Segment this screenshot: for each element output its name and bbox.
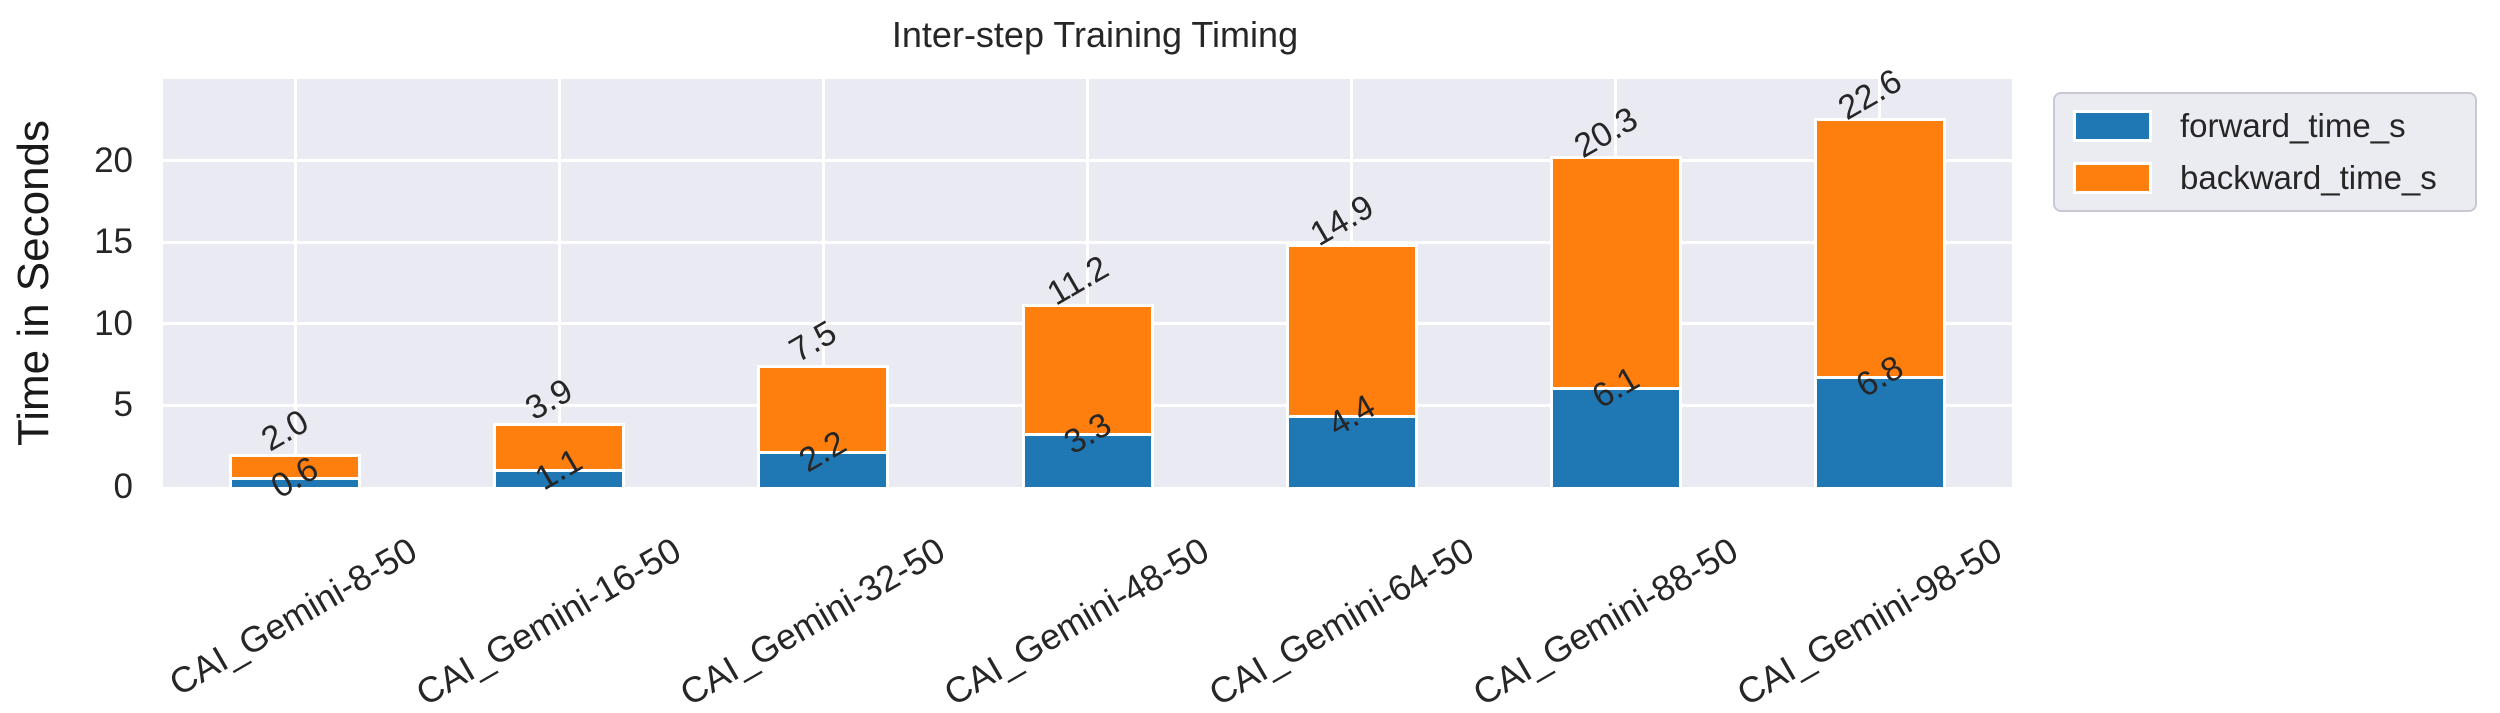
bar-backward-segment [757, 364, 890, 452]
legend-label-backward: backward_time_s [2180, 159, 2437, 196]
gridline-x-2 [821, 79, 825, 487]
x-tick-label-1: CAI_Gemini-16-50 [409, 529, 688, 713]
gridline-x-0 [293, 79, 297, 487]
bar-backward-segment [493, 423, 626, 470]
x-tick-label-4: CAI_Gemini-64-50 [1201, 529, 1481, 713]
bar-backward-segment [1021, 304, 1154, 434]
y-tick-label-15: 15 [94, 222, 133, 262]
chart-title: Inter-step Training Timing [891, 14, 1299, 55]
legend-item-forward: forward_time_s [2073, 107, 2457, 145]
y-tick-label-10: 10 [94, 303, 133, 343]
bar-backward-segment [1813, 118, 1946, 377]
y-tick-label-20: 20 [94, 140, 133, 180]
y-tick-label-5: 5 [113, 385, 133, 425]
bar-backward-segment [1285, 243, 1418, 416]
legend-swatch-forward [2073, 110, 2152, 142]
gridline-x-3 [1086, 79, 1089, 487]
legend: forward_time_s backward_time_s [2053, 92, 2477, 212]
x-tick-label-5: CAI_Gemini-88-50 [1465, 529, 1745, 713]
x-tick-label-2: CAI_Gemini-32-50 [673, 529, 952, 713]
bar-forward-segment [1021, 433, 1154, 487]
legend-swatch-backward [2073, 162, 2152, 194]
bar-forward-segment [757, 451, 890, 487]
legend-item-backward: backward_time_s [2073, 159, 2457, 197]
y-tick-label-0: 0 [113, 467, 133, 506]
x-tick-label-6: CAI_Gemini-98-50 [1729, 529, 2009, 713]
bar-forward-segment [229, 477, 362, 487]
bar-forward-segment [1549, 387, 1682, 487]
bar-forward-segment [1285, 415, 1418, 487]
gridline-x-1 [557, 79, 561, 487]
bar-backward-segment [1549, 155, 1682, 388]
bar-forward-segment [493, 469, 626, 487]
bar-forward-segment [1813, 376, 1946, 487]
bar-backward-segment [229, 454, 362, 478]
plot-area [163, 79, 2012, 487]
x-tick-label-3: CAI_Gemini-48-50 [937, 529, 1216, 713]
legend-label-forward: forward_time_s [2180, 107, 2406, 144]
x-tick-label-0: CAI_Gemini-8-50 [162, 529, 424, 704]
